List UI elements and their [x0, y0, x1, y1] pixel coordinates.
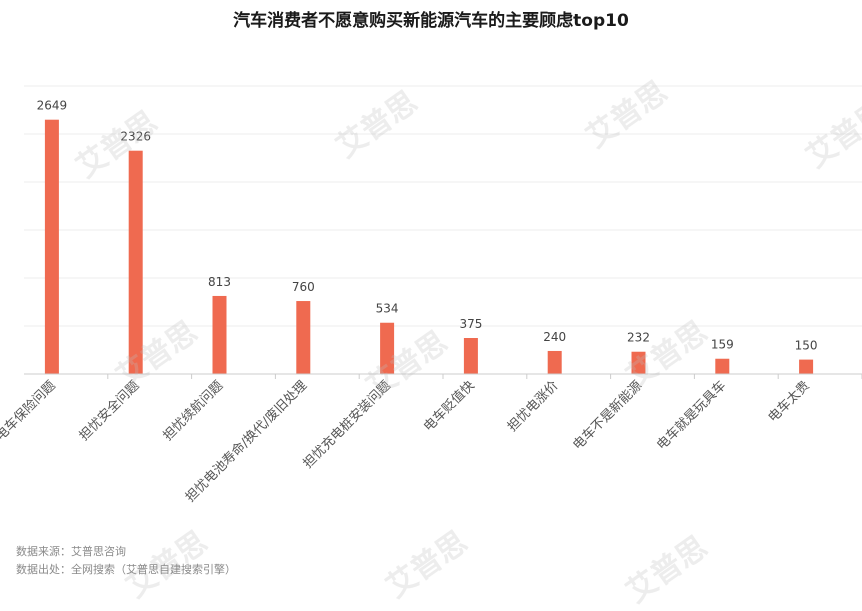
data-label: 150 [795, 339, 818, 353]
bar [715, 358, 730, 374]
data-origin: 数据出处：全网搜索（艾普思自建搜索引擎） [16, 563, 236, 576]
chart-title: 汽车消费者不愿意购买新能源汽车的主要顾虑top10 [233, 11, 629, 31]
data-label: 159 [711, 338, 734, 352]
bar [463, 338, 478, 374]
bar [128, 150, 143, 374]
bar [380, 322, 395, 374]
category-label: 担忧续航问题 [160, 378, 226, 444]
category-label: 电车不是新能源 [570, 378, 646, 454]
data-label: 240 [543, 330, 566, 344]
category-label: 电车保险问题 [0, 378, 59, 444]
bar [547, 350, 562, 374]
bars [44, 119, 814, 374]
bar [212, 295, 227, 374]
data-source: 数据来源：艾普思咨询 [16, 545, 126, 558]
bar [44, 119, 59, 374]
bar [631, 351, 646, 374]
data-label: 375 [459, 317, 482, 331]
category-label: 电车贬值快 [420, 378, 477, 435]
data-label: 2326 [120, 130, 151, 144]
bar [296, 301, 311, 374]
x-axis: 电车保险问题 担忧安全问题 担忧续航问题担忧电池寿命/换代/废旧处理担忧充电桩安装问… [0, 373, 862, 505]
data-label: 813 [208, 275, 231, 289]
category-label: 电车太贵 [765, 378, 813, 426]
category-label: 担忧安全问题 [76, 378, 142, 444]
category-label: 担忧充电桩安装问题 [300, 378, 394, 472]
data-labels: 2649 2326 813 760 534 375 240 232 159 150 [37, 99, 818, 353]
data-label: 534 [376, 302, 399, 316]
category-label: 担忧电涨价 [505, 378, 562, 435]
data-label: 760 [292, 280, 315, 294]
data-label: 232 [627, 331, 650, 345]
category-label: 电车就是玩具车 [653, 378, 729, 454]
bar-chart: 26492326813 760534375240 232159 150 电车保险问题担… [0, 85, 862, 505]
gridlines [24, 85, 862, 327]
bar [799, 359, 814, 374]
data-label: 2649 [37, 99, 68, 113]
